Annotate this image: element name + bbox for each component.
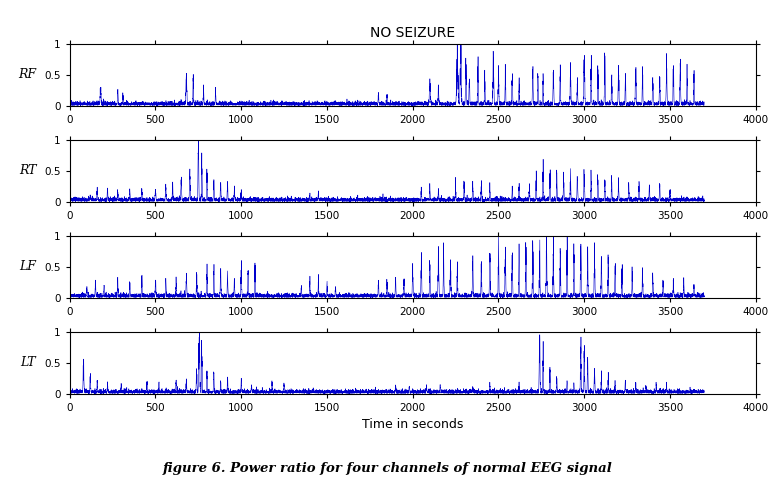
Y-axis label: LF: LF	[19, 260, 36, 273]
Text: figure 6. Power ratio for four channels of normal EEG signal: figure 6. Power ratio for four channels …	[163, 463, 612, 475]
X-axis label: Time in seconds: Time in seconds	[362, 418, 463, 431]
Title: NO SEIZURE: NO SEIZURE	[370, 26, 455, 40]
Y-axis label: LT: LT	[19, 356, 36, 369]
Y-axis label: RF: RF	[19, 68, 36, 81]
Y-axis label: RT: RT	[19, 164, 36, 177]
